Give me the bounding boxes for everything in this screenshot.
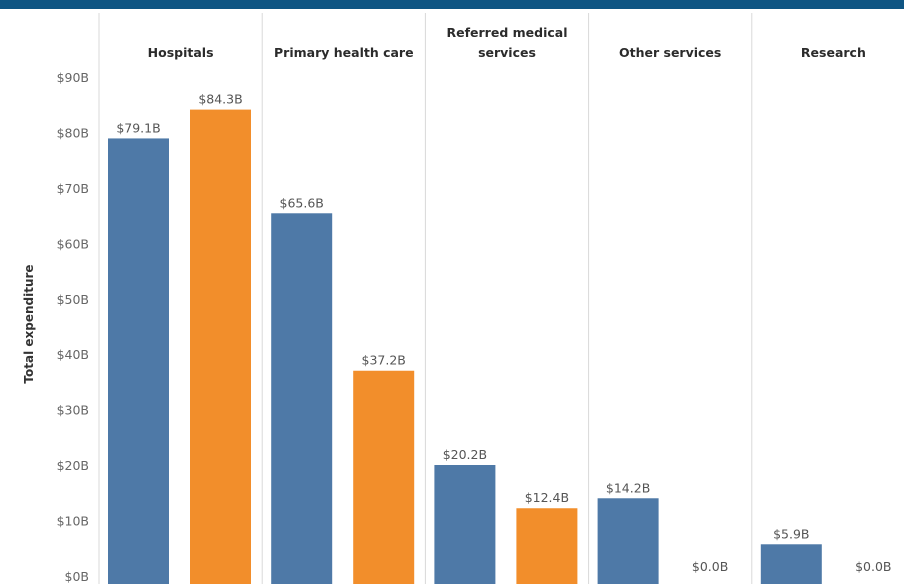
bar-labels: $79.1B $65.6B $20.2B $14.2B $5.9B $84.3B $37.2… <box>116 92 891 574</box>
y-tick-label: $50B <box>57 292 89 307</box>
y-axis-label: Total expenditure <box>22 264 36 383</box>
bar-value-label: $79.1B <box>116 120 160 135</box>
bars <box>108 109 822 584</box>
bar-value-label: $0.0B <box>692 559 728 574</box>
bar-value-label: $12.4B <box>525 490 569 505</box>
y-tick-label: $80B <box>57 125 89 140</box>
category-header: Primary health care <box>274 45 414 60</box>
category-header: Referred medical <box>447 25 568 40</box>
bar-value-label: $84.3B <box>198 92 242 107</box>
top-banner <box>0 0 904 9</box>
category-headers: Hospitals Primary health care Referred med… <box>148 25 866 60</box>
y-tick-label: $20B <box>57 458 89 473</box>
bar-value-label: $0.0B <box>855 559 891 574</box>
bar-value-label: $65.6B <box>280 195 324 210</box>
bar-value-label: $20.2B <box>443 447 487 462</box>
category-header: services <box>478 45 536 60</box>
bar <box>190 109 251 584</box>
y-tick-label: $10B <box>57 514 89 529</box>
y-tick-label: $30B <box>57 403 89 418</box>
y-tick-label: $70B <box>57 181 89 196</box>
category-header: Other services <box>619 45 721 60</box>
category-header: Hospitals <box>148 45 214 60</box>
bar <box>760 544 822 584</box>
category-header: Research <box>801 45 866 60</box>
bar <box>516 508 578 584</box>
bar <box>353 370 415 584</box>
bar-value-label: $14.2B <box>606 480 650 495</box>
panel-dividers <box>98 13 753 584</box>
bar <box>597 498 659 584</box>
y-tick-label: $60B <box>57 236 89 251</box>
y-axis-ticks: $0B $10B $20B $30B $40B $50B $60B $70B $80B $90B <box>57 70 89 584</box>
y-tick-label: $0B <box>65 569 89 584</box>
bar-value-label: $5.9B <box>773 526 809 541</box>
bar <box>434 465 496 584</box>
bar <box>271 213 333 584</box>
y-tick-label: $40B <box>57 347 89 362</box>
bar <box>108 138 169 584</box>
bar-value-label: $37.2B <box>362 353 406 368</box>
y-tick-label: $90B <box>57 70 89 85</box>
